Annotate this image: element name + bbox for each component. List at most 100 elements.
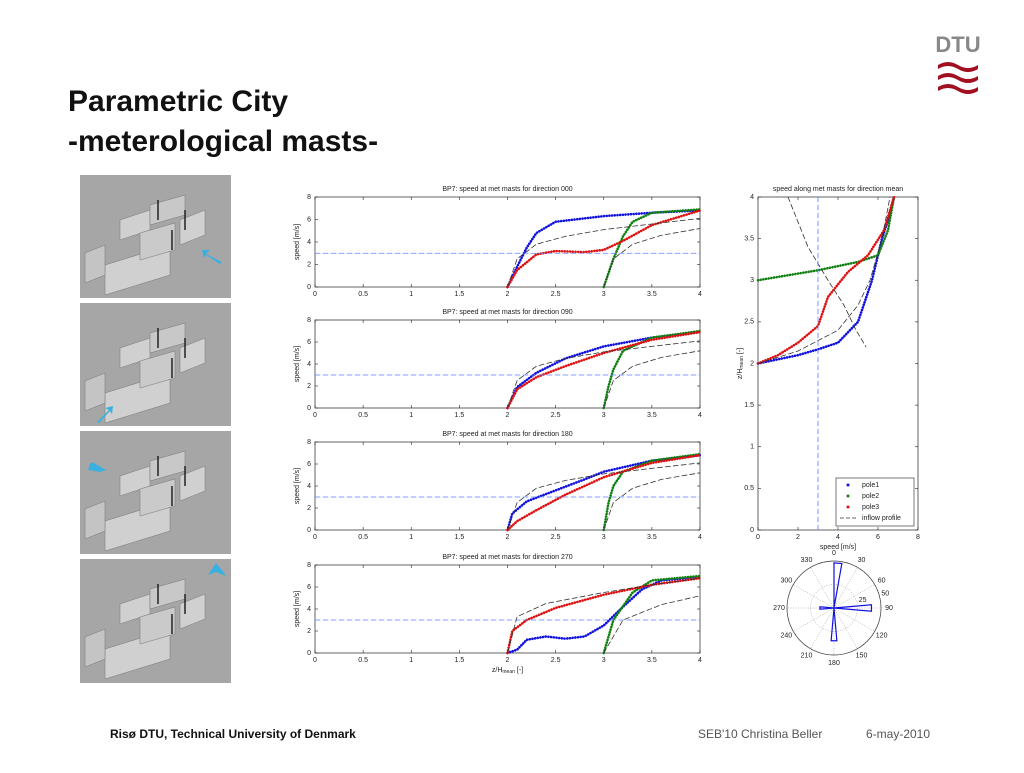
x-tick-label: 6 [876,534,880,541]
polar-spoke [833,584,875,609]
rose-wedge [833,562,843,609]
theta-tick-label: 150 [856,652,868,659]
x-tick-label: 0 [313,412,317,419]
polar-spoke [793,584,835,609]
thumbnail [80,559,231,683]
x-tick-label: 2.5 [551,412,561,419]
y-tick-label: 0 [750,527,754,534]
legend-label: inflow profile [862,515,901,522]
thumbnail [80,431,231,554]
x-tick-label: 4 [698,534,702,541]
ylabel-label: speed [m/s] [294,591,301,627]
series-line [506,209,702,289]
theta-tick-label: 330 [801,557,813,564]
x-tick-label: 2 [506,291,510,298]
series-line [756,195,896,365]
r-tick-label: 50 [881,591,889,598]
x-tick-label: 3.5 [647,412,657,419]
x-tick-label: 2 [506,657,510,664]
ylabel-label: speed [m/s] [294,346,301,382]
ylabel: speed [m/s] [294,468,301,504]
thumbnail [80,175,231,298]
plot-area [314,441,701,531]
polar-spoke [810,607,835,649]
theta-tick-label: 300 [781,577,793,584]
rose-wedge [833,604,873,612]
theta-tick-label: 0 [832,550,836,557]
y-tick-label: 6 [307,584,311,591]
x-tick-label: 8 [916,534,920,541]
series-line [602,574,702,655]
legend-label: pole3 [862,504,879,511]
series-line [787,196,867,348]
ylabel: speed [m/s] [294,591,301,627]
ylabel-label: speed [m/s] [294,224,301,260]
rose-wedge [830,607,838,642]
y-tick-label: 4 [307,361,311,368]
logo-text: DTU [935,32,980,57]
theta-tick-label: 120 [876,632,888,639]
x-tick-label: 3 [602,412,606,419]
y-tick-label: 2 [307,261,311,268]
theta-tick-label: 90 [885,605,893,612]
series-line [602,452,702,532]
chart-title: speed along met masts for direction mean [773,186,903,193]
y-tick-label: 2 [307,628,311,635]
x-tick-label: 1 [409,291,413,298]
plot-area [314,319,701,409]
legend-marker [846,505,850,509]
x-tick-label: 1.5 [455,412,465,419]
y-tick-label: 8 [307,194,311,201]
y-tick-label: 0 [307,405,311,412]
r-tick-label: 25 [859,597,867,604]
x-tick-label: 2.5 [551,534,561,541]
x-tick-label: 3 [602,657,606,664]
y-tick-label: 2 [750,360,754,367]
footer-date: 6-may-2010 [866,727,930,741]
chart-title: BP7: speed at met masts for direction 27… [442,554,572,561]
x-tick-label: 4 [698,657,702,664]
y-tick-label: 2.5 [744,319,754,326]
xlabel-sub: mean [502,669,515,675]
x-tick-label: 2.5 [551,291,561,298]
y-tick-label: 0 [307,284,311,291]
series-line [603,595,701,654]
x-tick-label: 3.5 [647,291,657,298]
x-tick-label: 4 [698,412,702,419]
y-tick-label: 8 [307,562,311,569]
plot-area [314,196,701,288]
y-tick-label: 1 [750,444,754,451]
x-tick-label: 1.5 [455,291,465,298]
ylabel: speed [m/s] [294,224,301,260]
series-line [507,217,701,288]
x-tick-label: 0 [313,534,317,541]
logo-mark [938,62,978,94]
y-tick-label: 8 [307,317,311,324]
x-tick-label: 0.5 [358,412,368,419]
chart-title: BP7: speed at met masts for direction 18… [442,431,572,438]
x-tick-label: 1 [409,412,413,419]
y-tick-label: 6 [307,461,311,468]
theta-tick-label: 270 [773,605,785,612]
x-tick-label: 1.5 [455,657,465,664]
x-tick-label: 0 [313,657,317,664]
ylabel: speed [m/s] [294,346,301,382]
xlabel: speed [m/s] [820,544,856,551]
plot-area [314,564,701,654]
series-line [602,329,702,410]
x-tick-label: 1.5 [455,534,465,541]
y-tick-label: 3 [750,277,754,284]
legend-marker [846,483,850,487]
series-line [506,453,702,532]
y-tick-label: 4 [307,239,311,246]
x-tick-label: 2.5 [551,657,561,664]
legend-label: pole2 [862,493,879,500]
polar-spoke [833,567,858,609]
theta-tick-label: 210 [801,652,813,659]
series-line [603,228,701,288]
ylabel: z/H [737,369,744,380]
y-tick-label: 3.5 [744,235,754,242]
legend-marker [846,494,850,498]
y-tick-label: 0.5 [744,485,754,492]
